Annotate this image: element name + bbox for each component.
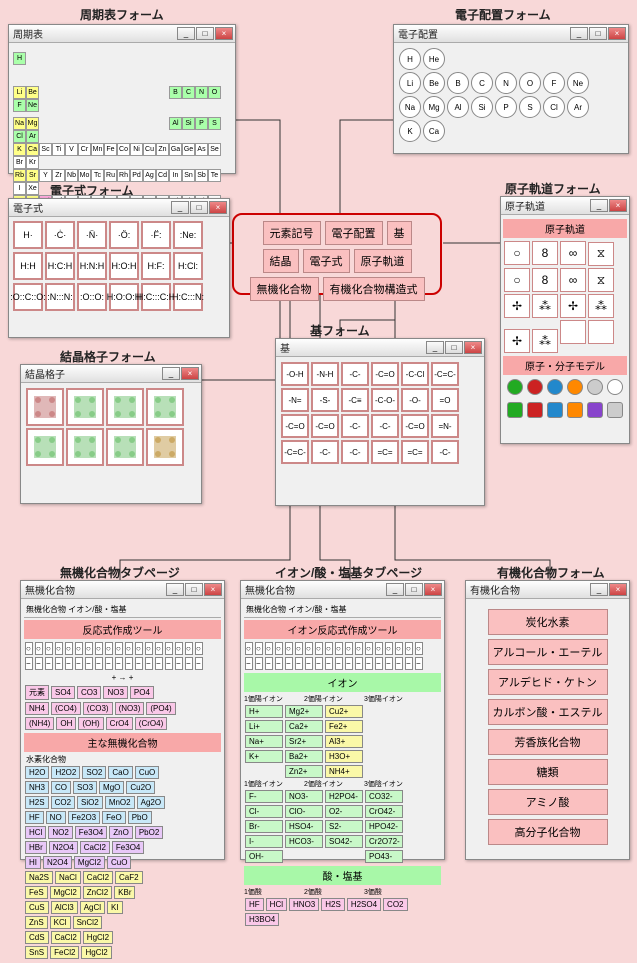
hub-無機化合物[interactable]: 無機化合物 [250, 277, 319, 301]
hub-基[interactable]: 基 [387, 221, 412, 245]
org-高分子化合物[interactable]: 高分子化合物 [488, 819, 608, 845]
hub-panel: 元素記号電子配置基 結晶電子式原子軌道 無機化合物有機化合物構造式 [232, 213, 442, 295]
org-アミノ酸[interactable]: アミノ酸 [488, 789, 608, 815]
label-orbital: 原子軌道フォーム [505, 180, 601, 197]
label-organic: 有機化合物フォーム [497, 564, 605, 581]
econf-window: 電子配置 _□× HHeLiBeBCNOFNeNaMgAlSiPSClArKCa [393, 24, 629, 154]
org-糖類[interactable]: 糖類 [488, 759, 608, 785]
hub-元素記号[interactable]: 元素記号 [263, 221, 321, 245]
hub-電子配置[interactable]: 電子配置 [325, 221, 383, 245]
crystal-title: 結晶格子 [23, 366, 65, 381]
hub-結晶[interactable]: 結晶 [263, 249, 299, 273]
ion-window: 無機化合物 _□× 無機化合物 イオン/酸・塩基 イオン反応式作成ツール ○○○… [240, 580, 445, 860]
inorganic-window: 無機化合物 _□× 無機化合物 イオン/酸・塩基 反応式作成ツール ○○○○○○… [20, 580, 225, 860]
crystal-window: 結晶格子 _× [20, 364, 202, 504]
hub-有機化合物構造式[interactable]: 有機化合物構造式 [323, 277, 425, 301]
orbital-window: 原子軌道 _× 原子軌道 ○8∞⧖○8∞⧖✢⁂✢⁂✢⁂ 原子・分子モデル [500, 196, 630, 444]
group-title: 基 [278, 340, 290, 355]
org-アルコール・エーテル[interactable]: アルコール・エーテル [488, 639, 608, 665]
eformula-title: 電子式 [11, 200, 43, 215]
max-btn[interactable]: □ [196, 27, 214, 40]
org-炭化水素[interactable]: 炭化水素 [488, 609, 608, 635]
close-btn[interactable]: × [215, 27, 233, 40]
label-econf: 電子配置フォーム [455, 6, 551, 23]
org-アルデヒド・ケトン[interactable]: アルデヒド・ケトン [488, 669, 608, 695]
org-芳香族化合物[interactable]: 芳香族化合物 [488, 729, 608, 755]
label-group: 基フォーム [310, 322, 370, 339]
hub-原子軌道[interactable]: 原子軌道 [354, 249, 412, 273]
eformula-window: 電子式 _□× H··Ċ··N̈··Ö:·F̈::Ne:H:HH:C:HH:N:… [8, 198, 230, 338]
organic-window: 有機化合物 _× 炭化水素アルコール・エーテルアルデヒド・ケトンカルボン酸・エス… [465, 580, 630, 860]
label-crystal: 結晶格子フォーム [60, 348, 156, 365]
hub-電子式[interactable]: 電子式 [303, 249, 350, 273]
min-btn[interactable]: _ [177, 27, 195, 40]
orbital-title: 原子軌道 [503, 198, 545, 213]
label-periodic: 周期表フォーム [80, 6, 164, 23]
label-ion: イオン/酸・塩基タブページ [275, 564, 422, 581]
periodic-title: 周期表 [11, 26, 43, 41]
org-カルボン酸・エステル[interactable]: カルボン酸・エステル [488, 699, 608, 725]
econf-title: 電子配置 [396, 26, 438, 41]
group-window: 基 _□× -O-H-N-H-C--C=O-C-Cl-C=C--N=-S--C≡… [275, 338, 485, 506]
periodic-window: 周期表 _□× HLiBeBCNOFNeNaMgAlSiPSClArKCaScT… [8, 24, 236, 174]
label-inorganic: 無機化合物タブページ [60, 564, 180, 581]
